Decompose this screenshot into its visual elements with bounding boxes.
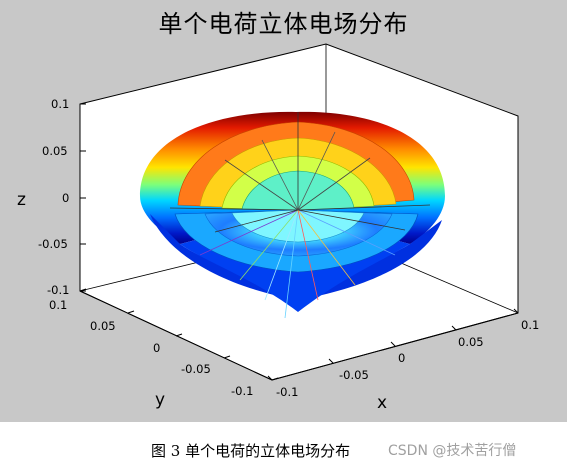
z-axis-label: z — [17, 190, 26, 210]
x-tick-label: 0.05 — [458, 335, 484, 349]
x-tick-label: 0 — [398, 351, 406, 365]
watermark: CSDN @技术苦行僧 — [388, 443, 517, 459]
y-axis-label: y — [155, 390, 166, 410]
x-tick-label: -0.1 — [276, 385, 299, 399]
z-tick-label: 0.1 — [51, 97, 70, 111]
outer-shell-bottom — [150, 214, 442, 300]
3d-plot-axes — [79, 43, 519, 381]
x-tick-label: -0.05 — [339, 368, 369, 382]
x-tick-marks — [267, 308, 519, 381]
y-tick-label: 0.05 — [90, 319, 116, 333]
x-axis-label: x — [377, 393, 388, 413]
field-lines — [169, 112, 431, 319]
figure-caption: 图 3 单个电荷的立体电场分布 — [151, 442, 351, 460]
y-tick-marks — [79, 288, 279, 381]
y-tick-label: 0 — [153, 341, 161, 355]
x-axis-line — [271, 312, 519, 381]
z-tick-label: 0.05 — [42, 144, 68, 158]
z-tick-label: -0.05 — [38, 237, 68, 251]
y-tick-label: -0.05 — [181, 362, 211, 376]
y-tick-label: 0.1 — [49, 298, 68, 312]
figure-title: 单个电荷立体电场分布 — [158, 10, 409, 38]
z-tick-label: 0 — [62, 191, 70, 205]
matlab-figure-window: 单个电荷立体电场分布 0.1 0.05 0 -0.05 -0.1 0.1 0.0… — [0, 0, 567, 422]
shell-lower-3 — [231, 209, 365, 243]
z-tick-label: -0.1 — [47, 283, 70, 297]
x-tick-label: 0.1 — [521, 318, 540, 332]
y-tick-label: -0.1 — [231, 384, 254, 398]
